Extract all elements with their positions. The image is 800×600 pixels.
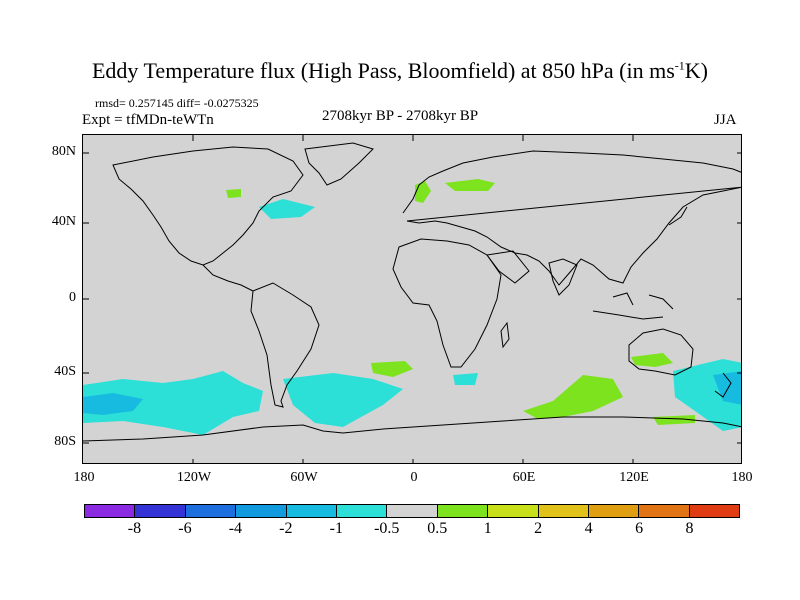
- colorbar-segment: [236, 505, 287, 517]
- y-tick-80n: 80N: [51, 144, 76, 159]
- y-tick-0: 0: [69, 290, 76, 305]
- x-tick-60w: 60W: [290, 470, 318, 485]
- positive-anomaly-south-atlantic: [371, 361, 413, 377]
- coast-indonesia: [592, 292, 674, 320]
- colorbar-label: -1: [329, 520, 343, 537]
- positive-anomaly-australia: [631, 353, 673, 367]
- coast-australia: [628, 328, 694, 376]
- colorbar-label: -4: [228, 520, 243, 537]
- colorbar-segment: [488, 505, 539, 517]
- coast-south-america: [250, 282, 320, 408]
- colorbar-label: 8: [685, 520, 694, 537]
- colorbar-label: -8: [127, 520, 142, 537]
- colorbar-segment: [85, 505, 136, 517]
- coast-new-zealand: [714, 372, 732, 398]
- colorbar-label: 1: [483, 520, 492, 537]
- coast-madagascar: [500, 321, 510, 349]
- y-tick-40n: 40N: [51, 214, 76, 229]
- season-label: JJA: [714, 112, 737, 128]
- colorbar-segment: [135, 505, 186, 517]
- coast-arabia: [486, 250, 530, 284]
- x-tick-120e: 120E: [619, 470, 649, 485]
- positive-anomaly-canada: [226, 189, 241, 198]
- colorbar-segment: [185, 505, 237, 517]
- positive-anomaly-south-pacific: [653, 415, 695, 425]
- colorbar-label: 4: [584, 520, 593, 537]
- coast-greenland: [304, 142, 374, 186]
- negative-anomaly-deep-west: [83, 393, 143, 415]
- colorbar: [84, 504, 740, 518]
- colorbar-segment: [689, 505, 740, 517]
- colorbar-label: -2: [279, 520, 293, 537]
- colorbar-segment: [387, 505, 438, 517]
- negative-anomaly-southern-ocean-west: [83, 371, 263, 435]
- stats-label: rmsd= 0.257145 diff= -0.0275325: [95, 96, 259, 110]
- x-tick-120w: 120W: [176, 470, 212, 485]
- anomaly-patches: [83, 179, 741, 435]
- coast-north-america: [112, 146, 304, 266]
- colorbar-label: 0.5: [427, 520, 448, 537]
- coast-africa: [392, 238, 502, 368]
- colorbar-label: 2: [534, 520, 543, 537]
- coast-india: [548, 258, 578, 296]
- x-tick-180e: 180: [731, 470, 753, 485]
- colorbar-segment: [336, 505, 388, 517]
- negative-anomaly-south-atlantic-east: [453, 373, 478, 385]
- colorbar-segment: [286, 505, 337, 517]
- negative-anomaly-south-atlantic-west: [283, 373, 403, 427]
- coast-antarctica: [83, 416, 741, 442]
- colorbar-segment: [639, 505, 690, 517]
- coastlines: [83, 142, 741, 442]
- positive-anomaly-baltic: [445, 179, 495, 191]
- coast-japan: [668, 206, 688, 226]
- axis-ticks: [83, 135, 741, 463]
- x-tick-60e: 60E: [512, 470, 536, 485]
- coast-eurasia: [402, 150, 741, 286]
- colorbar-label: -0.5: [374, 520, 400, 537]
- negative-anomaly-deep-east: [713, 371, 741, 405]
- map-canvas: [83, 135, 741, 463]
- negative-anomaly-north-atlantic: [259, 199, 315, 219]
- colorbar-segment: [588, 505, 640, 517]
- colorbar-segment: [538, 505, 589, 517]
- coast-central-america: [202, 264, 254, 292]
- map-panel: [82, 134, 742, 464]
- positive-anomaly-south-indian: [523, 375, 623, 419]
- x-tick-0: 0: [410, 470, 418, 485]
- positive-anomaly-scandinavia: [415, 181, 431, 203]
- x-tick-180w: 180: [73, 470, 95, 485]
- map-title: Eddy Temperature flux (High Pass, Bloomf…: [91, 58, 708, 83]
- y-tick-80s: 80S: [54, 434, 76, 449]
- period-label: 2708kyr BP - 2708kyr BP: [322, 108, 479, 124]
- colorbar-label: 6: [635, 520, 644, 537]
- y-tick-40s: 40S: [54, 364, 76, 379]
- colorbar-label: -6: [178, 520, 192, 537]
- colorbar-segment: [437, 505, 489, 517]
- experiment-label: Expt = tfMDn-teWTn: [82, 112, 214, 128]
